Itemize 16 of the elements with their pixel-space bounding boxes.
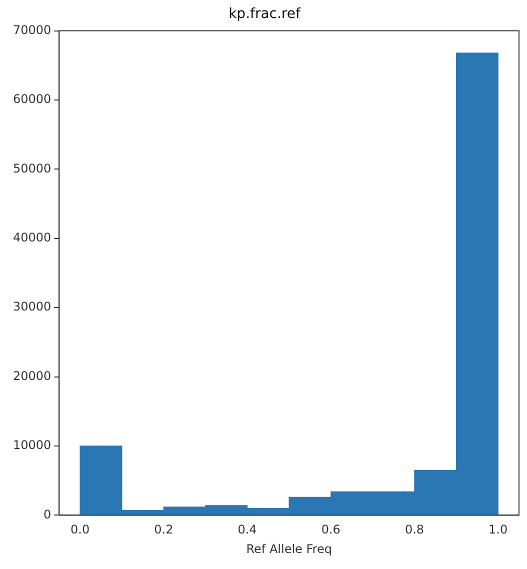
y-tick-label: 60000 [12,92,52,106]
x-tick-label: 0.4 [238,522,257,537]
y-tick-label: 50000 [12,161,52,176]
y-tick-label: 40000 [12,230,52,245]
x-tick-label: 0.6 [321,522,340,537]
chart-title: kp.frac.ref [228,6,302,22]
x-tick-label: 0.8 [404,522,424,537]
y-tick-label: 20000 [12,368,52,383]
x-tick-label: 0.2 [154,522,174,537]
y-tick-label: 10000 [12,438,52,452]
x-axis-title: Ref Allele Freq [246,542,332,556]
y-tick-label: 30000 [12,300,52,314]
x-tick-label: 0.0 [70,522,90,537]
y-tick-label: 0 [44,507,52,522]
x-tick-label: 1.0 [488,522,508,537]
y-tick-label: 70000 [12,22,52,37]
